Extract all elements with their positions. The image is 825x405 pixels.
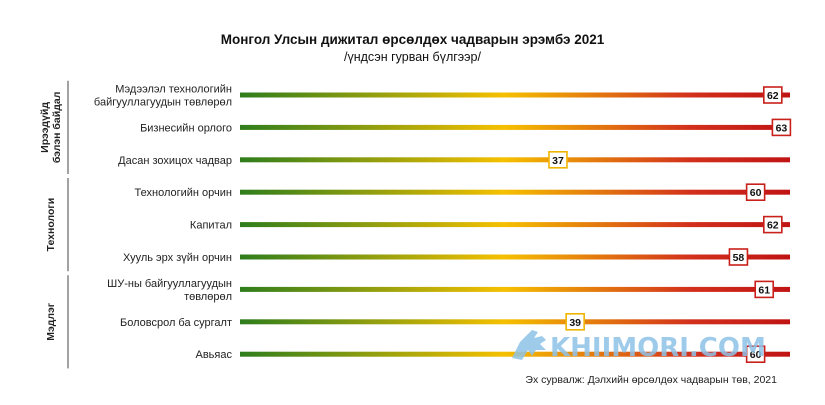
category-label: Мэдээлэл технологийн байгууллагуудын төвл… [94,84,232,109]
chart-subtitle: /үндсэн гурван бүлгээр/ [344,50,481,64]
value-marker [745,345,766,364]
value-label: 39 [569,317,581,329]
category-label: Хууль эрх зүйн орчин [123,252,232,264]
value-label: 62 [767,220,779,232]
source-note: Эх сурвалж: Дэлхийн өрсөлдөх чадварын тө… [525,374,777,386]
chart-title: Монгол Улсын дижитал өрсөлдөх чадварын э… [220,32,605,47]
value-marker [565,312,585,331]
value-label: 61 [758,284,770,296]
value-label: 63 [776,122,788,134]
bar-track [240,92,790,98]
bar-track [240,189,790,195]
value-label: 37 [552,155,564,167]
category-label: Капитал [190,220,232,232]
watermark-text: KHIIMORI.COM [550,333,766,363]
bar-track [240,319,790,325]
bar-track [240,124,790,130]
watermark: KHIIMORI.COM [512,330,766,363]
value-label: 60 [750,349,762,361]
group-label: Ирээдүйдбэлэн байдал [39,92,63,164]
value-marker [728,248,749,266]
bar-track [240,286,790,292]
category-label: ШУ-ны байгууллагуудын төвлөрөл [107,278,232,303]
value-marker [771,118,792,137]
value-label: 60 [750,187,762,199]
value-marker [754,280,775,299]
bar-track [240,222,790,228]
category-label: Авьяас [196,349,233,361]
category-label: Дасан зохицох чадвар [118,155,232,167]
group-label: Мэдлэг [45,302,57,341]
value-label: 58 [733,252,745,264]
bar-track [240,254,790,260]
value-marker [745,183,766,201]
category-label: Боловсрол ба сургалт [120,317,232,329]
bar-track [240,157,790,163]
category-label: Бизнесийн орлого [140,122,232,134]
group-label: Технологи [45,198,57,252]
value-marker [763,86,783,104]
value-marker [763,215,783,234]
horse-icon [512,330,546,360]
category-label: Технологийн орчин [135,187,232,199]
value-label: 62 [767,90,779,102]
value-marker [548,151,568,169]
